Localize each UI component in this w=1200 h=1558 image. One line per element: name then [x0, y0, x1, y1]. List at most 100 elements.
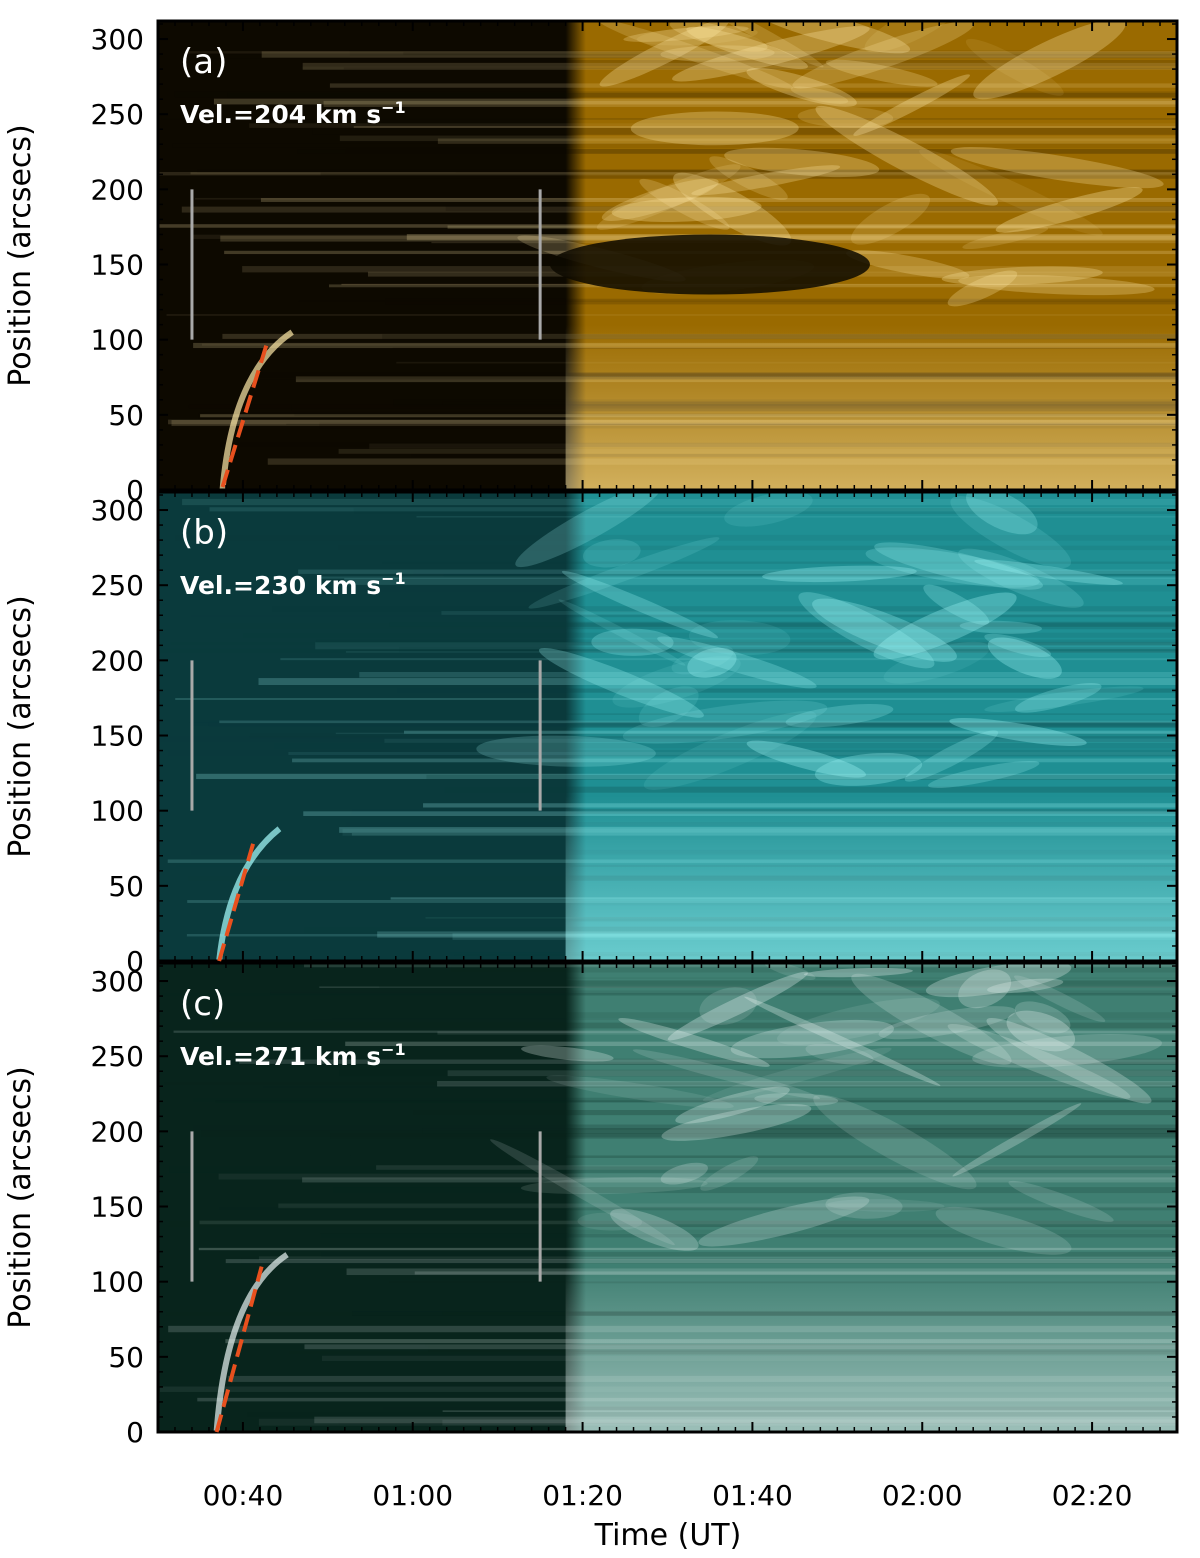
streak	[174, 91, 1177, 98]
loop-wisp	[928, 760, 1040, 789]
loop-wisp	[958, 969, 1012, 1009]
streak	[270, 990, 1177, 995]
streak	[186, 722, 1177, 729]
loop-wisp	[1014, 975, 1106, 1023]
loop-wisp	[1006, 1010, 1076, 1052]
loop-wisp	[878, 1006, 1016, 1040]
loop-wisp	[596, 164, 741, 230]
streak	[262, 1086, 1177, 1088]
streak	[249, 123, 1177, 128]
loop-wisp	[797, 106, 894, 128]
y-tick-label: 250	[91, 98, 144, 131]
streak	[416, 516, 1177, 518]
streak	[404, 730, 1177, 734]
streak	[353, 507, 1177, 515]
streak	[174, 534, 1177, 541]
bright-region	[565, 324, 1177, 490]
y-tick-label: 150	[91, 249, 144, 282]
loop-wisp	[599, 21, 729, 87]
streak	[298, 300, 1177, 302]
streak	[385, 298, 1177, 305]
streak	[406, 234, 1177, 241]
streak	[412, 1110, 1177, 1116]
loop-wisp	[853, 74, 970, 136]
y-tick-label: 100	[91, 1266, 144, 1299]
streak	[182, 498, 1177, 506]
loop-wisp	[672, 26, 870, 82]
streak	[379, 985, 1177, 988]
loop-wisp	[667, 971, 808, 1041]
y-tick-label: 250	[91, 569, 144, 602]
streak	[207, 713, 1177, 715]
streak	[198, 54, 1177, 59]
y-tick-label: 300	[91, 494, 144, 527]
y-tick-label: 50	[108, 870, 144, 903]
y-tick-label: 100	[91, 795, 144, 828]
loop-wisp	[813, 1094, 977, 1190]
loop-wisp	[636, 26, 758, 46]
panel-label: (a)	[180, 42, 227, 82]
loop-wisp	[591, 628, 674, 656]
loop-wisp	[746, 67, 857, 107]
streak	[381, 561, 1177, 564]
panel-label: (b)	[180, 513, 228, 553]
loop-wisp	[546, 1075, 734, 1109]
streak	[190, 614, 1177, 618]
loop-wisp	[612, 656, 741, 708]
streak	[242, 632, 1177, 638]
loop-wisp	[812, 598, 957, 662]
streak	[332, 1012, 1177, 1019]
loop-wisp	[702, 1047, 892, 1102]
streak	[339, 135, 1177, 142]
streak	[280, 658, 1177, 661]
y-axis-label: Position (arcsecs)	[3, 124, 38, 387]
streak	[194, 197, 1177, 200]
loop-wisp	[623, 25, 749, 42]
loop-wisp	[610, 1208, 699, 1251]
streak	[321, 1252, 1177, 1257]
loop-wisp	[1008, 1180, 1114, 1222]
loop-wisp	[814, 752, 923, 786]
loop-wisp	[643, 710, 817, 790]
streak	[164, 1082, 1177, 1086]
streak	[227, 92, 1177, 98]
y-axis-label: Position (arcsecs)	[3, 1066, 38, 1329]
streak	[225, 1259, 1177, 1264]
loop-wisp	[490, 1139, 675, 1246]
loop-wisp	[691, 165, 841, 196]
loop-wisp	[515, 492, 663, 568]
loop-wisp	[790, 86, 849, 104]
streak	[345, 651, 1177, 653]
streak	[158, 736, 1177, 742]
velocity-label: Vel.=230 km s−1	[180, 569, 406, 600]
dark-cavity	[549, 234, 870, 295]
streak	[316, 639, 1177, 647]
loop-wisp	[639, 178, 730, 230]
loop-wisp	[959, 620, 1042, 634]
streak	[312, 127, 1177, 135]
y-tick-label: 200	[91, 173, 144, 206]
streak	[175, 698, 1177, 700]
loop-wisp	[673, 21, 824, 68]
loop-wisp	[730, 1019, 895, 1059]
loop-wisp	[785, 703, 894, 728]
velocity-label: Vel.=204 km s−1	[180, 98, 406, 129]
streak	[376, 1165, 1177, 1170]
panel-b: 0 50 100 150 200 250 300 Position (arcsecs) (b) V…	[3, 490, 1179, 978]
loop-wisp	[925, 963, 1072, 998]
loop-wisp	[825, 59, 938, 87]
velocity-fit-line	[217, 840, 256, 962]
y-tick-label: 0	[126, 945, 144, 978]
loop-wisp	[974, 559, 1123, 585]
streak	[447, 1070, 1177, 1077]
panel-image	[158, 21, 1177, 490]
y-tick-label: 100	[91, 324, 144, 357]
bright-region	[565, 795, 1177, 961]
streak	[212, 1022, 1177, 1029]
loop-wisp	[632, 1049, 821, 1100]
streak	[164, 1229, 1177, 1234]
loop-wisp	[952, 1103, 1082, 1177]
x-tick-label: 02:00	[882, 1479, 963, 1512]
streak	[320, 172, 1177, 179]
loop-wisp	[798, 592, 935, 669]
